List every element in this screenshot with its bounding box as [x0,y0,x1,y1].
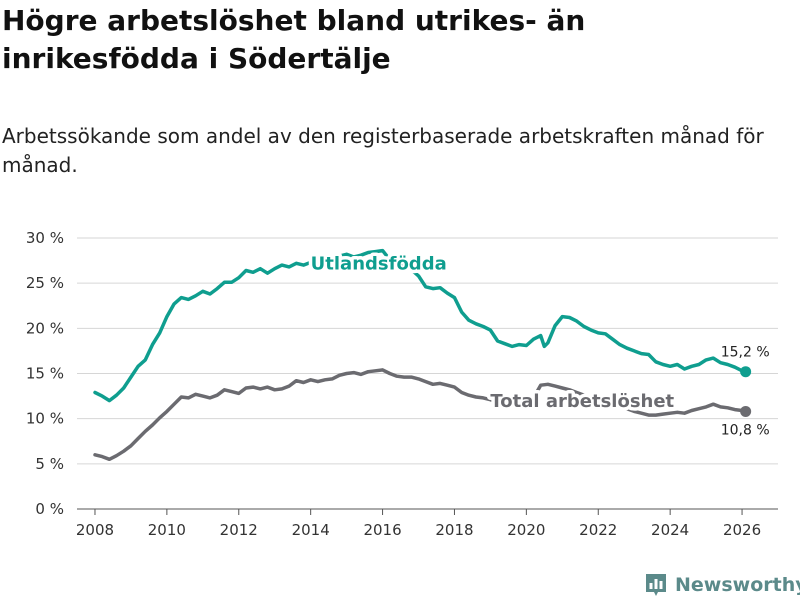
end-point-utlandsfödda [740,366,752,378]
series-line-utlandsfödda [93,248,748,403]
bar-chart-icon [646,574,666,596]
series [93,248,752,462]
series-line-total-arbetslöshet [93,368,748,462]
chart-title: Högre arbetslöshet bland utrikes- än inr… [2,4,586,75]
x-tick-label: 2020 [507,521,545,539]
annotations: 15,2 % 10,8 % Utlandsfödda Total arbetslösh… [307,250,770,438]
series-label: Utlandsfödda [311,254,447,275]
y-axis: 0 % 5 % 10 % 15 % 20 % 25 % 30 % [26,229,64,518]
x-tick-label: 2014 [292,521,330,539]
y-tick-label: 5 % [35,455,64,473]
y-tick-label: 0 % [35,500,64,518]
end-point-total-arbetslöshet [740,405,752,417]
grid [77,237,778,510]
y-tick-label: 15 % [26,365,64,383]
y-tick-label: 10 % [26,410,64,428]
x-tick-label: 2018 [435,521,473,539]
x-tick-label: 2010 [148,521,186,539]
x-axis: 2008 2010 2012 2014 2016 2018 2020 2022 2024 2026 [76,509,761,539]
x-tick-label: 2012 [220,521,258,539]
y-tick-label: 30 % [26,229,64,247]
newsworthy-logo: Newsworthy [644,570,800,600]
end-value-label: 10,8 % [721,422,770,438]
x-tick-label: 2016 [363,521,401,539]
y-tick-label: 20 % [26,319,64,337]
brand-name: Newsworthy [675,574,800,596]
x-tick-label: 2024 [651,521,689,539]
series-label: Total arbetslöshet [490,391,674,412]
x-tick-label: 2022 [579,521,617,539]
y-tick-label: 25 % [26,274,64,292]
chart-subtitle: Arbetssökande som andel av den registerb… [2,124,764,177]
x-tick-label: 2026 [723,521,761,539]
x-tick-label: 2008 [76,521,114,539]
end-value-label: 15,2 % [721,345,770,361]
